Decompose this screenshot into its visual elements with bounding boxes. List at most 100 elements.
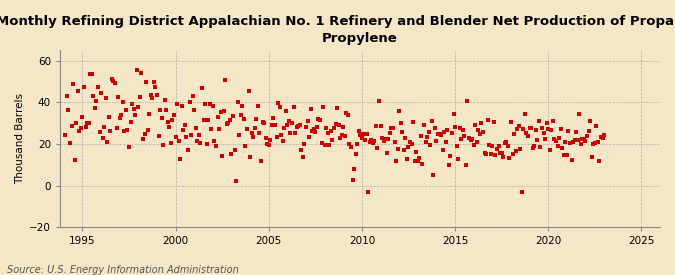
Point: [85, 71, 96, 76]
Point: [94, 130, 105, 134]
Point: [397, 129, 408, 134]
Point: [187, 93, 198, 98]
Point: [180, 123, 190, 128]
Point: [378, 139, 389, 143]
Point: [319, 143, 330, 148]
Point: [333, 123, 344, 127]
Point: [387, 126, 398, 130]
Point: [251, 116, 262, 121]
Point: [190, 126, 201, 131]
Point: [294, 123, 305, 128]
Point: [564, 141, 575, 145]
Point: [290, 131, 300, 135]
Point: [594, 159, 605, 164]
Point: [325, 128, 336, 133]
Point: [227, 114, 238, 118]
Point: [205, 101, 215, 106]
Point: [181, 135, 192, 139]
Point: [257, 120, 268, 124]
Point: [127, 102, 138, 106]
Point: [189, 108, 200, 112]
Point: [506, 120, 516, 124]
Point: [313, 117, 324, 121]
Point: [500, 141, 510, 146]
Point: [274, 105, 285, 109]
Point: [107, 77, 117, 81]
Point: [599, 133, 610, 138]
Point: [164, 125, 175, 129]
Point: [524, 125, 535, 130]
Point: [142, 128, 153, 132]
Point: [383, 137, 394, 142]
Point: [65, 141, 76, 145]
Point: [119, 129, 130, 134]
Point: [585, 119, 595, 123]
Point: [484, 143, 495, 148]
Point: [109, 81, 120, 85]
Point: [252, 104, 263, 108]
Point: [311, 125, 322, 130]
Point: [218, 109, 229, 114]
Point: [342, 112, 353, 117]
Point: [86, 72, 97, 76]
Point: [285, 130, 296, 135]
Point: [240, 144, 251, 148]
Point: [473, 128, 484, 132]
Point: [406, 142, 417, 146]
Point: [529, 144, 539, 148]
Point: [173, 139, 184, 144]
Point: [132, 68, 142, 72]
Point: [223, 120, 234, 125]
Point: [361, 132, 372, 137]
Point: [414, 156, 425, 161]
Point: [347, 178, 358, 183]
Point: [161, 108, 171, 112]
Point: [140, 80, 151, 84]
Point: [466, 137, 477, 141]
Point: [194, 133, 205, 138]
Point: [509, 132, 520, 136]
Point: [546, 128, 557, 132]
Point: [136, 71, 147, 75]
Point: [212, 115, 223, 119]
Point: [485, 152, 496, 156]
Point: [527, 146, 538, 150]
Point: [451, 144, 462, 148]
Point: [366, 138, 377, 142]
Point: [571, 130, 582, 134]
Point: [169, 113, 180, 118]
Point: [261, 135, 271, 140]
Point: [403, 145, 414, 149]
Point: [292, 125, 302, 130]
Point: [404, 140, 415, 144]
Point: [296, 148, 306, 152]
Point: [569, 138, 580, 142]
Point: [128, 106, 139, 111]
Point: [341, 111, 352, 116]
Point: [502, 144, 513, 148]
Point: [268, 116, 279, 120]
Point: [114, 116, 125, 120]
Point: [476, 120, 487, 125]
Point: [350, 152, 361, 156]
Point: [418, 123, 429, 127]
Point: [335, 136, 346, 141]
Point: [298, 155, 308, 159]
Point: [574, 112, 585, 117]
Point: [578, 137, 589, 141]
Point: [428, 173, 439, 177]
Point: [535, 144, 546, 149]
Point: [202, 118, 213, 122]
Point: [308, 127, 319, 131]
Point: [76, 125, 86, 130]
Point: [195, 141, 206, 145]
Point: [425, 143, 435, 147]
Point: [230, 148, 240, 152]
Point: [547, 118, 558, 123]
Point: [364, 140, 375, 144]
Point: [434, 132, 445, 136]
Point: [97, 136, 108, 141]
Point: [549, 137, 560, 142]
Point: [134, 94, 145, 99]
Point: [346, 145, 356, 149]
